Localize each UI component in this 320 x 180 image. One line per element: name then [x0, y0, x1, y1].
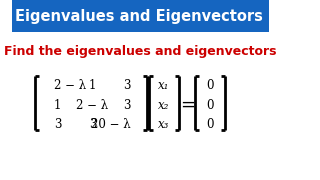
Text: x₂: x₂: [158, 98, 170, 111]
Text: x₃: x₃: [158, 118, 170, 132]
Text: 3: 3: [54, 118, 61, 132]
Text: 0: 0: [206, 78, 213, 91]
Text: 2 − λ: 2 − λ: [76, 98, 108, 111]
Text: 3: 3: [124, 98, 131, 111]
Text: 20 − λ: 20 − λ: [91, 118, 131, 132]
Text: 2 − λ: 2 − λ: [54, 78, 86, 91]
Text: 0: 0: [206, 98, 213, 111]
Text: 1: 1: [89, 78, 96, 91]
Text: 3: 3: [89, 118, 96, 132]
Text: Eigenvalues and Eigenvectors [3x3]: Eigenvalues and Eigenvectors [3x3]: [15, 8, 311, 24]
Text: 0: 0: [206, 118, 213, 132]
Text: 3: 3: [124, 78, 131, 91]
Text: Find the eigenvalues and eigenvectors: Find the eigenvalues and eigenvectors: [4, 44, 277, 57]
Text: 1: 1: [54, 98, 61, 111]
Text: x₁: x₁: [158, 78, 170, 91]
Bar: [12, 0, 269, 32]
Text: =: =: [180, 96, 195, 114]
